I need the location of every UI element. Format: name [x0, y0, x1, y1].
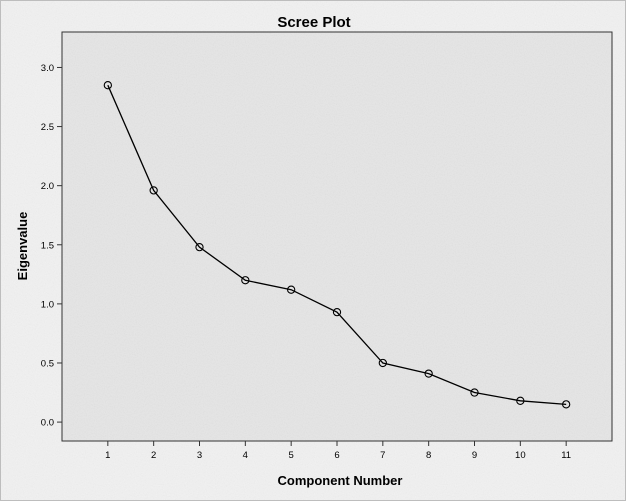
x-tick-label: 5 [289, 450, 294, 461]
data-point [287, 285, 296, 294]
x-tick-label: 6 [334, 450, 339, 461]
x-tick-label: 11 [561, 450, 571, 461]
data-point [424, 369, 433, 378]
data-point [149, 186, 158, 195]
x-tick-label: 8 [426, 450, 431, 461]
plot-area [61, 31, 613, 442]
series-line [107, 84, 567, 406]
x-axis-label: Component Number [278, 473, 403, 488]
y-tick-label: 0.0 [41, 418, 54, 429]
x-tick-label: 1 [105, 450, 110, 461]
y-tick-label: 1.0 [41, 299, 54, 310]
data-point [241, 276, 250, 285]
y-tick-label: 2.0 [41, 181, 54, 192]
data-point [470, 388, 479, 397]
x-tick-label: 9 [472, 450, 477, 461]
y-axis-label: Eigenvalue [15, 212, 30, 281]
y-axis: 0.0 0.5 1.0 1.5 2.0 2.5 3.0 [41, 63, 62, 429]
data-point [378, 358, 387, 368]
y-tick-label: 3.0 [41, 63, 54, 74]
chart-title: Scree Plot [277, 14, 350, 31]
y-tick-label: 0.5 [41, 358, 54, 369]
y-tick-label: 2.5 [41, 122, 54, 133]
plot-texture [62, 32, 612, 441]
x-tick-label: 3 [197, 450, 202, 461]
data-point [195, 242, 204, 252]
x-tick-label: 10 [515, 450, 526, 461]
series-layer [103, 81, 571, 409]
data-point [516, 396, 525, 405]
data-point [562, 400, 571, 409]
x-axis: 1 2 3 4 5 6 7 8 9 10 11 [105, 441, 571, 461]
y-tick-label: 1.5 [41, 240, 54, 251]
data-point [103, 81, 112, 90]
data-point [332, 308, 342, 317]
x-tick-label: 4 [243, 450, 248, 461]
x-tick-label: 2 [151, 450, 156, 461]
x-tick-label: 7 [380, 450, 385, 461]
